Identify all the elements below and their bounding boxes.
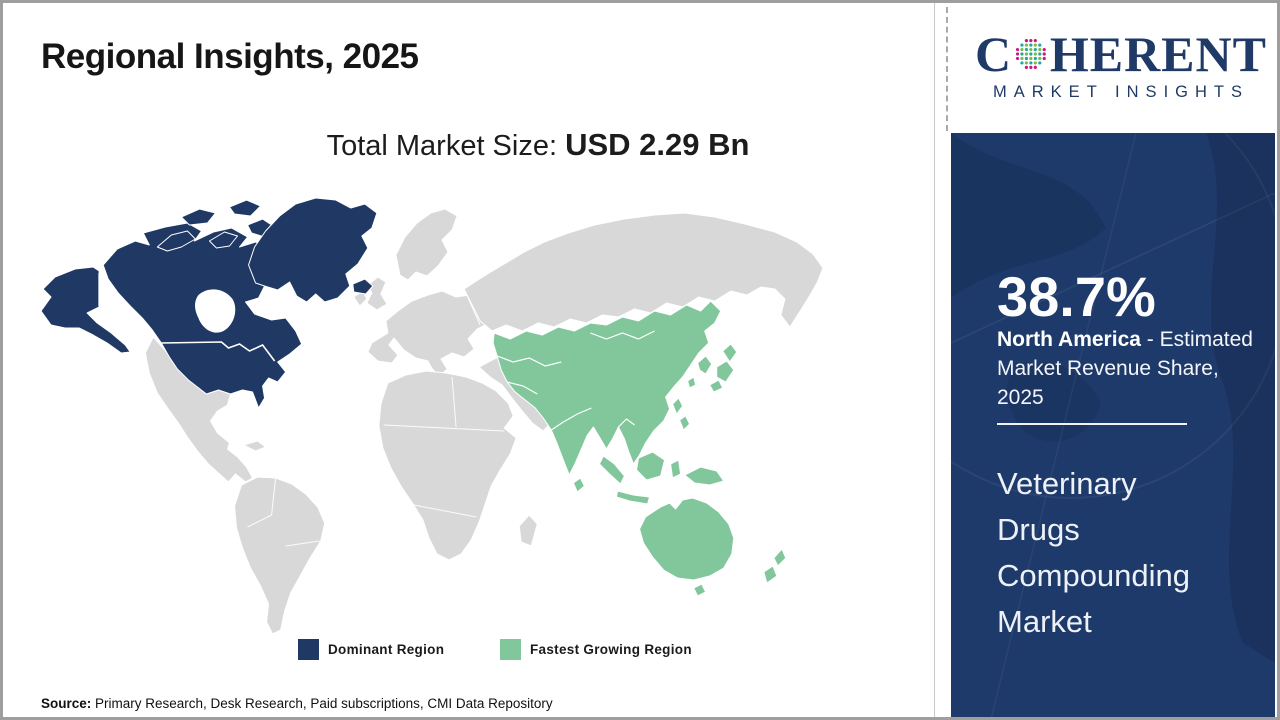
panel-divider [997,423,1187,425]
market-size-value: USD 2.29 Bn [565,127,750,162]
hudson-bay [195,289,236,333]
side-panel: 38.7% North America - Estimated Market R… [951,133,1275,717]
africa-country-borders [247,288,505,547]
stat-value: 38.7% [997,265,1156,328]
legend-item-dominant: Dominant Region [298,638,444,660]
legend-item-fastest-growing: Fastest Growing Region [500,638,692,660]
asia-country-borders [496,330,655,431]
globe-icon [1016,39,1046,69]
map-legend: Dominant Region Fastest Growing Region [3,638,948,662]
world-map-svg [40,197,824,635]
na-country-borders [98,273,276,362]
fastest-growing-region-swatch [500,638,521,660]
market-size-label: Total Market Size: [326,130,566,162]
stat-description-text: - Estimated Market Revenue Share, 2025 [997,328,1253,409]
region-asia-pacific [492,300,787,597]
legend-label-dominant: Dominant Region [328,641,445,657]
logo-letter-c: C [975,26,1013,82]
logo-wordmark: C HERENT [975,29,1267,79]
dominant-region-swatch [298,638,319,660]
logo-dashed-separator [946,7,948,131]
logo-subtitle: MARKET INSIGHTS [993,83,1249,101]
stat-description: North America - Estimated Market Revenue… [997,325,1263,412]
source-note: Source: Primary Research, Desk Research,… [41,696,553,711]
world-map [31,185,833,637]
stat-region: North America [997,328,1141,351]
market-size-heading: Total Market Size: USD 2.29 Bn [133,127,943,163]
market-name: Veterinary Drugs Compounding Market [997,466,1191,639]
page-title: Regional Insights, 2025 [41,37,419,76]
coherent-logo: C HERENT MARKET INSIGHTS [975,29,1267,102]
source-text: Primary Research, Desk Research, Paid su… [91,696,553,711]
source-label: Source: [41,696,92,711]
content-divider-line [934,3,935,717]
legend-label-fastest-growing: Fastest Growing Region [530,641,692,657]
logo-letters-herent: HERENT [1049,26,1267,82]
